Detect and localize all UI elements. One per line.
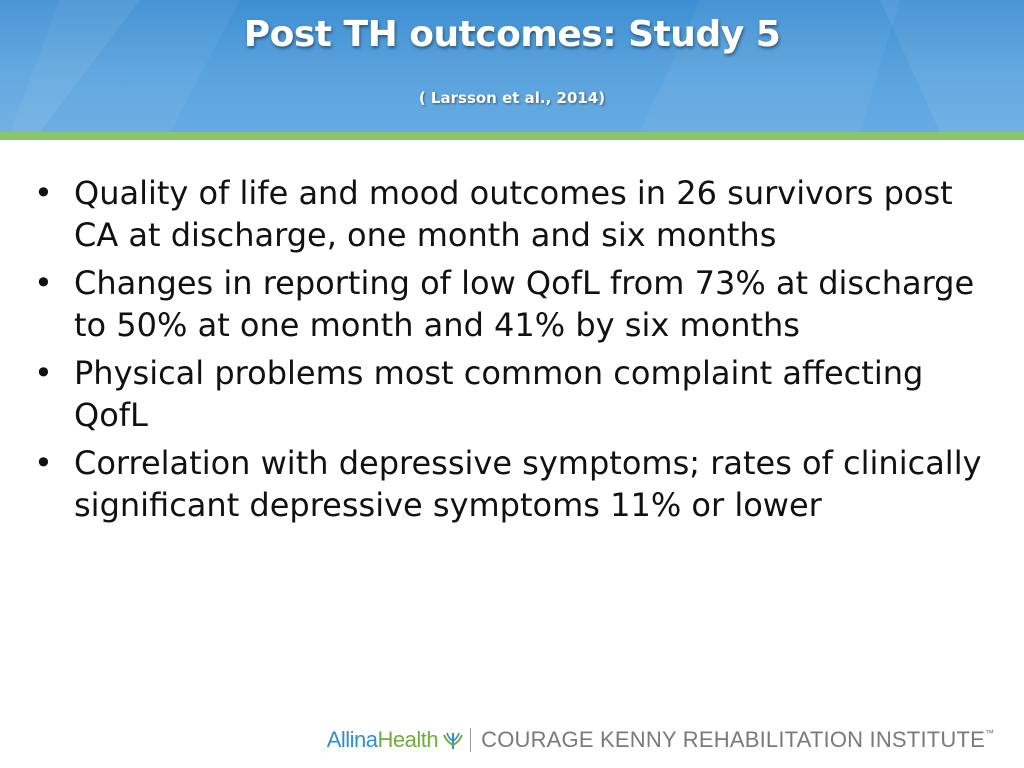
logo-allina-word: Allina [326, 727, 378, 752]
bullet-item: • Physical problems most common complain… [34, 352, 984, 436]
logo-institute-text: COURAGE KENNY REHABILITATION INSTITUTE [481, 727, 985, 752]
bullet-dot-icon: • [34, 444, 53, 482]
bullet-item: • Quality of life and mood outcomes in 2… [34, 172, 984, 256]
bullet-item: • Changes in reporting of low QofL from … [34, 262, 984, 346]
bullet-text: Changes in reporting of low QofL from 73… [74, 264, 975, 344]
bullet-text: Physical problems most common complaint … [74, 354, 924, 434]
logo-trademark: ™ [985, 728, 994, 738]
footer-logo: AllinaHealth COURAGE KENNY REHABILITATIO… [327, 724, 994, 756]
bullet-dot-icon: • [34, 264, 53, 302]
bullet-dot-icon: • [34, 354, 53, 392]
logo-allina-text: AllinaHealth [326, 727, 439, 753]
slide-header: Post TH outcomes: Study 5 ( Larsson et a… [0, 0, 1024, 132]
bullet-list: • Quality of life and mood outcomes in 2… [34, 172, 984, 532]
logo-separator [470, 728, 472, 752]
header-pattern [0, 0, 1024, 132]
bullet-dot-icon: • [34, 174, 53, 212]
bullet-text: Quality of life and mood outcomes in 26 … [74, 174, 953, 254]
logo-health-word: Health [377, 727, 439, 752]
bullet-item: • Correlation with depressive symptoms; … [34, 442, 984, 526]
slide-title: Post TH outcomes: Study 5 [243, 14, 781, 55]
bullet-text: Correlation with depressive symptoms; ra… [74, 444, 982, 524]
header-divider [0, 132, 1024, 140]
slide-subtitle: ( Larsson et al., 2014) [418, 89, 606, 107]
allina-leaf-icon [443, 732, 464, 750]
